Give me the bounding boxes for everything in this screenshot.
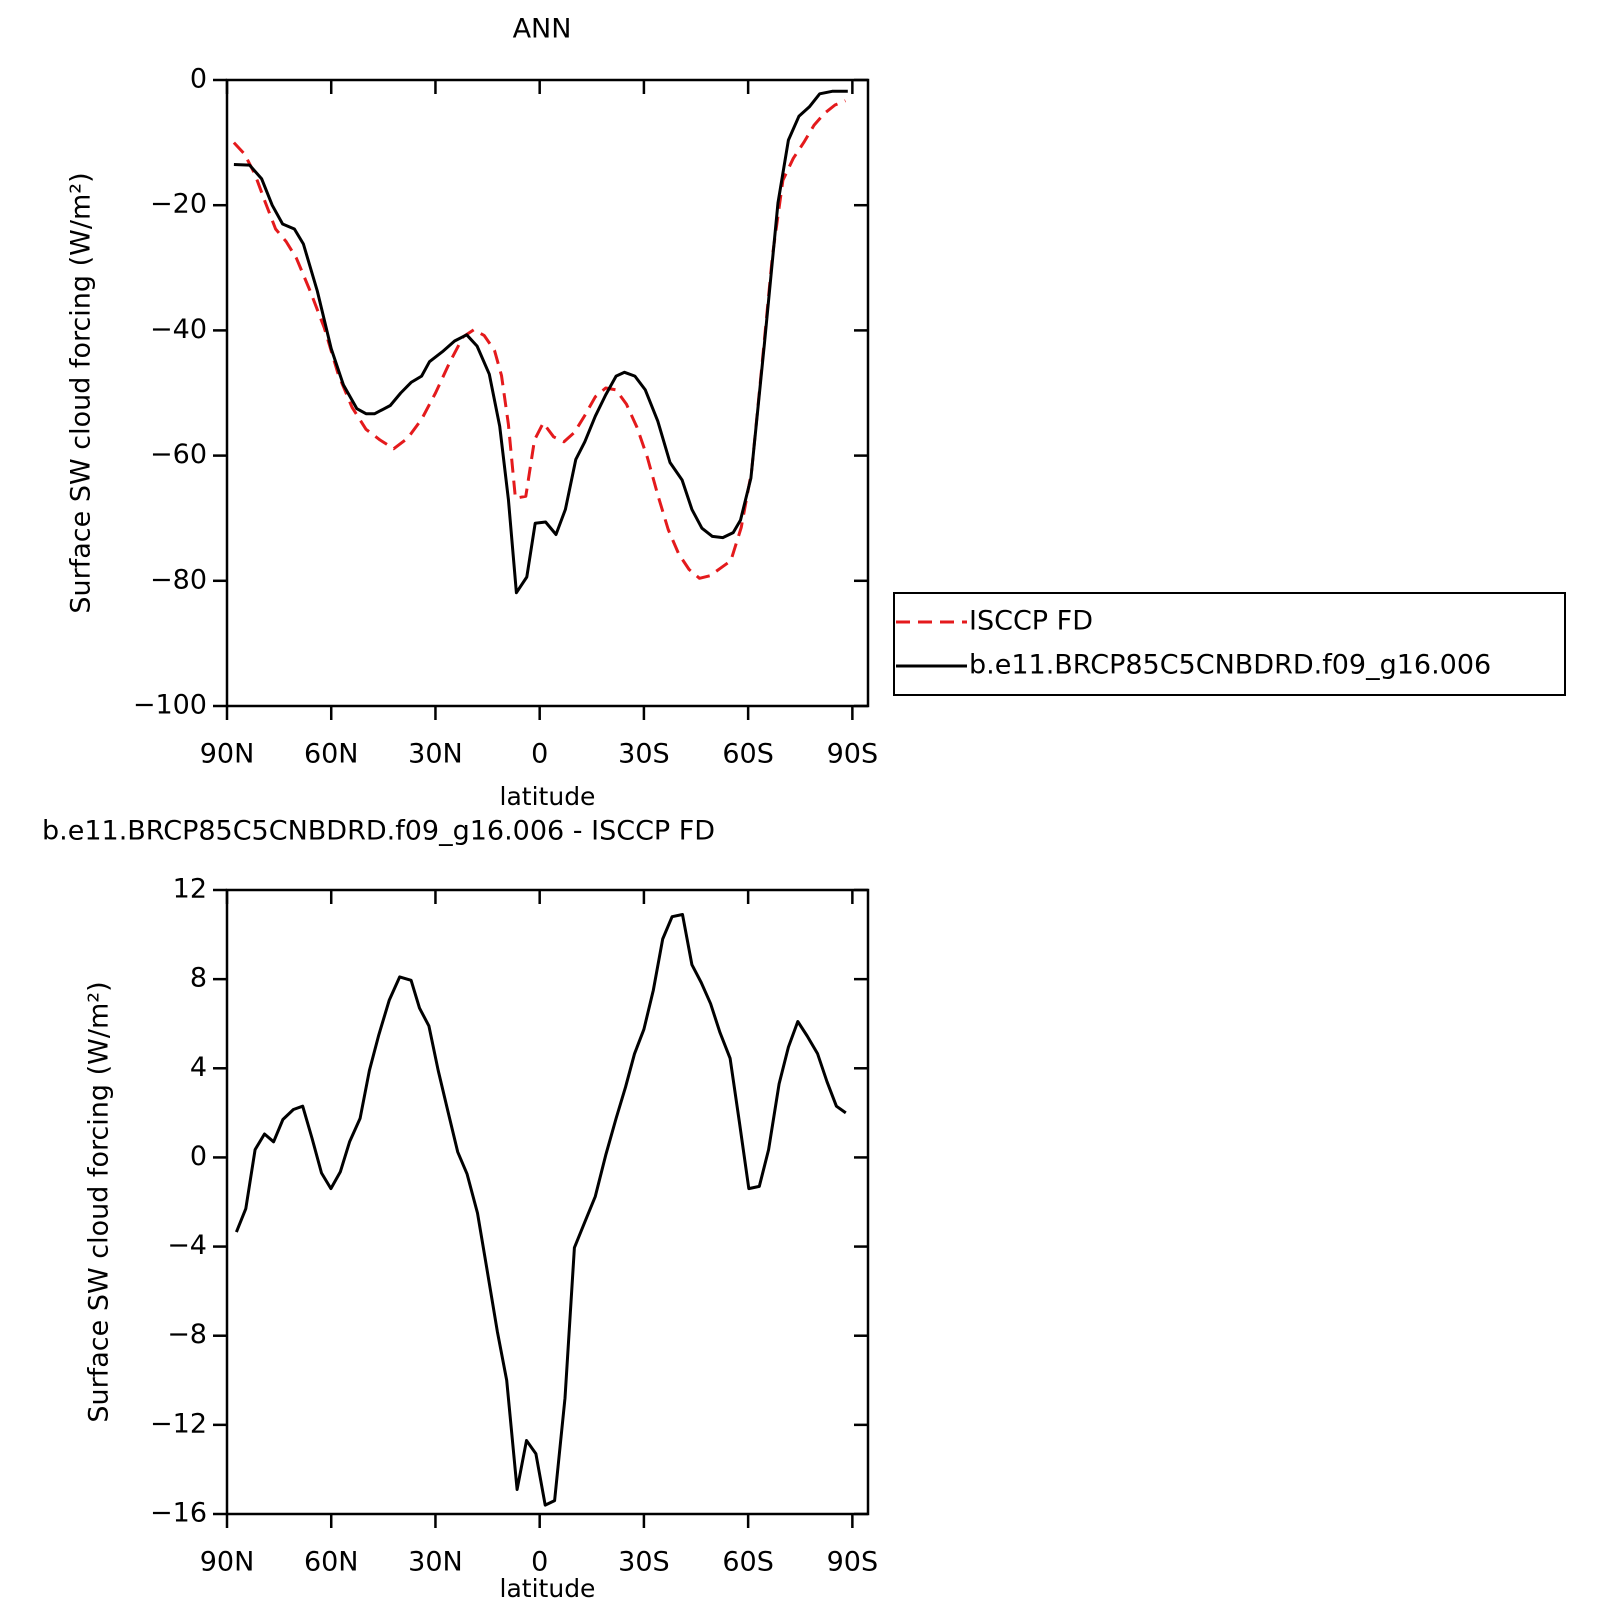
y-tick-label: −60: [150, 439, 207, 470]
y-tick-label: 0: [190, 64, 207, 95]
y-tick-label: 0: [190, 1141, 207, 1172]
x-tick-label: 60S: [722, 739, 774, 770]
x-tick-label: 30N: [408, 1547, 463, 1578]
x-axis-label: latitude: [500, 782, 596, 811]
data-line: [233, 89, 848, 595]
y-tick-label: −20: [150, 189, 207, 220]
x-tick-label: 30S: [618, 739, 670, 770]
y-tick-label: 12: [173, 874, 207, 905]
data-line: [232, 99, 846, 580]
x-tick-label: 90S: [827, 739, 879, 770]
legend-label: b.e11.BRCP85C5CNBDRD.f09_g16.006: [969, 650, 1491, 681]
chart-title: ANN: [513, 14, 572, 45]
data-line: [235, 913, 847, 1507]
x-tick-label: 0: [531, 1547, 548, 1578]
plot-frame: [225, 888, 870, 1516]
legend-label: ISCCP FD: [969, 606, 1093, 637]
y-tick-label: −100: [133, 690, 207, 721]
x-tick-label: 60N: [304, 1547, 359, 1578]
x-tick-label: 90N: [200, 739, 255, 770]
x-tick-label: 30S: [618, 1547, 670, 1578]
x-tick-label: 30N: [408, 739, 463, 770]
legend-box: [893, 592, 1566, 696]
y-tick-label: −8: [167, 1319, 207, 1350]
x-tick-label: 0: [531, 739, 548, 770]
y-tick-label: −12: [150, 1408, 207, 1439]
chart-title: b.e11.BRCP85C5CNBDRD.f09_g16.006 - ISCCP…: [42, 816, 715, 847]
y-tick-label: −40: [150, 314, 207, 345]
y-tick-label: −16: [150, 1498, 207, 1529]
y-tick-label: −4: [167, 1230, 207, 1261]
y-axis-label: Surface SW cloud forcing (W/m²): [66, 172, 97, 613]
y-tick-label: 8: [190, 963, 207, 994]
plot-frame: [225, 78, 870, 708]
y-tick-label: 4: [190, 1052, 207, 1083]
y-axis-label: Surface SW cloud forcing (W/m²): [84, 981, 115, 1422]
y-tick-label: −80: [150, 564, 207, 595]
x-tick-label: 90N: [200, 1547, 255, 1578]
x-tick-label: 60N: [304, 739, 359, 770]
x-tick-label: 90S: [827, 1547, 879, 1578]
x-tick-label: 60S: [722, 1547, 774, 1578]
x-axis-label: latitude: [500, 1574, 596, 1603]
